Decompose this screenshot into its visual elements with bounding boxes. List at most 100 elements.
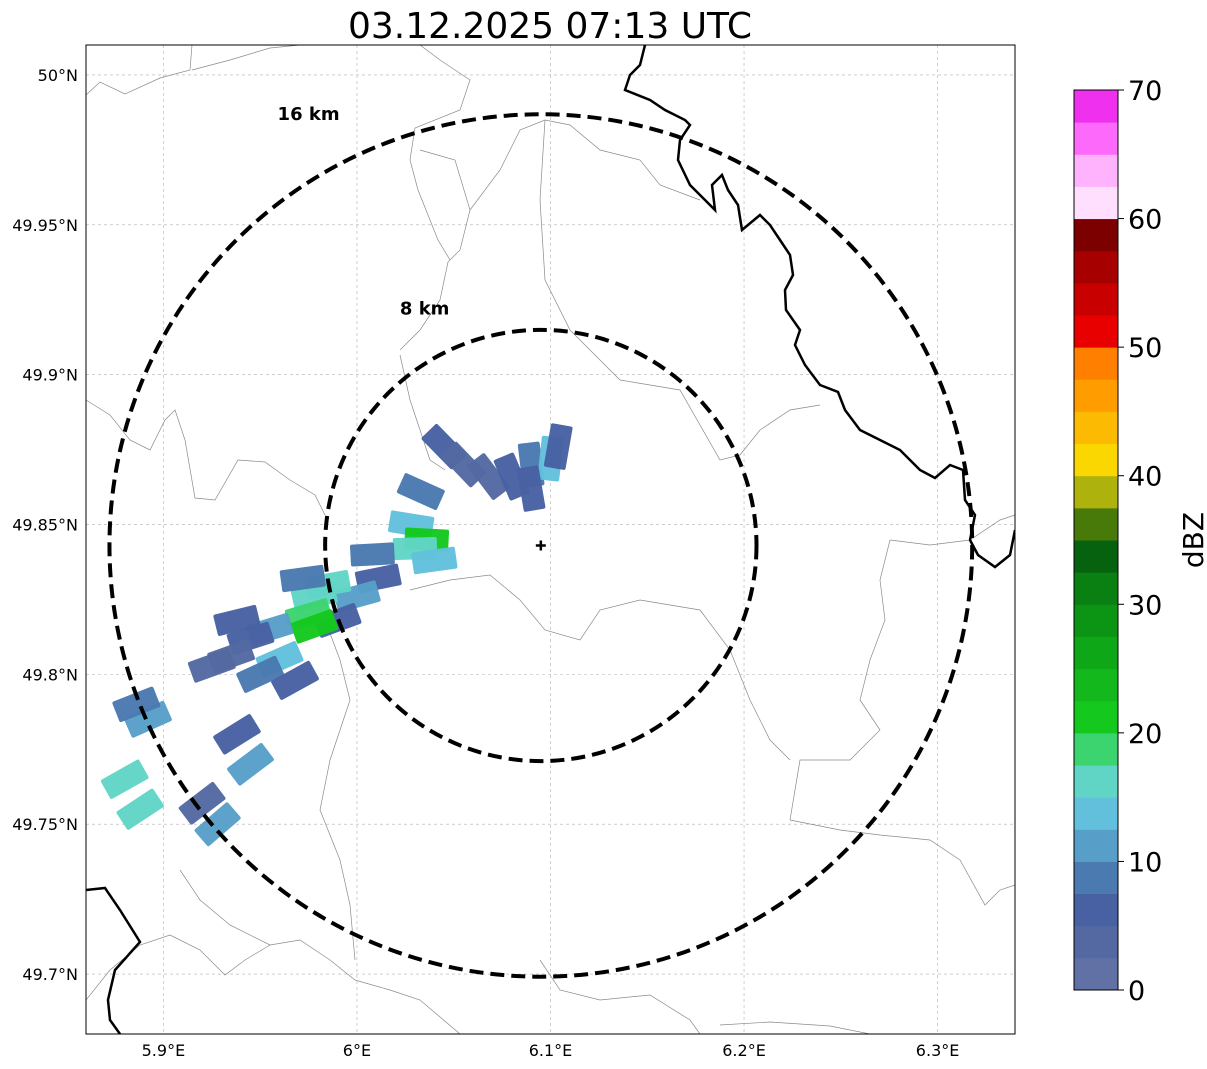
colorbar-tick-label: 70 (1128, 76, 1162, 107)
echo-cell (213, 714, 261, 755)
boundary-line (86, 45, 193, 96)
colorbar-segment (1074, 797, 1118, 830)
echo-cell (411, 546, 458, 575)
colorbar-segment (1074, 861, 1118, 895)
echo-cell (543, 423, 573, 470)
range-ring-label: 16 km (278, 104, 340, 125)
radar-echo (290, 609, 339, 644)
colorbar-segment (1074, 668, 1118, 702)
boundary-line (789, 539, 891, 821)
colorbar-segment (1074, 893, 1118, 927)
colorbar-segment (1074, 186, 1118, 220)
reflectivity-layer (100, 423, 573, 847)
map-frame (85, 44, 1016, 1035)
echo-cell (213, 604, 261, 636)
colorbar-tick-label: 0 (1128, 976, 1145, 1007)
colorbar-tick-label: 20 (1128, 719, 1162, 750)
boundary-line (86, 399, 326, 516)
country-border (623, 45, 1015, 569)
echo-cell (194, 802, 241, 847)
radar-echo (543, 423, 573, 470)
radar-echo (178, 781, 226, 825)
colorbar-segment (1074, 765, 1118, 798)
range-ring-label: 8 km (400, 299, 450, 320)
lon-tick-label: 6.2°E (722, 1041, 766, 1060)
boundary-line (409, 574, 751, 701)
colorbar-segment (1074, 957, 1118, 991)
echo-cell (112, 686, 161, 723)
boundary-line (739, 404, 821, 456)
radar-echo (396, 473, 445, 510)
colorbar-tick-label: 40 (1128, 462, 1162, 493)
municipal-boundaries (86, 45, 1015, 1034)
colorbar-segment (1074, 315, 1118, 348)
boundary-line (409, 45, 471, 261)
lon-tick-label: 6.3°E (916, 1041, 960, 1060)
radar-echo (116, 788, 164, 830)
boundary-line (539, 119, 741, 461)
boundary-line (719, 1021, 871, 1034)
colorbar-tick-label: 60 (1128, 205, 1162, 236)
colorbar-tick-label: 10 (1128, 847, 1162, 878)
map-panel: 8 km 16 km (85, 44, 1016, 1035)
gridlines (86, 45, 1015, 1034)
national-borders (86, 45, 1015, 1034)
radar-echo (467, 453, 510, 500)
colorbar-segment (1074, 282, 1118, 316)
boundary-line (539, 959, 701, 1034)
colorbar-segment (1074, 379, 1118, 412)
echo-cell (187, 648, 236, 683)
echo-cell (396, 473, 445, 510)
echo-cell (279, 564, 326, 593)
colorbar-segment (1074, 90, 1118, 123)
colorbar-frame (1073, 89, 1119, 991)
radar-echo (213, 604, 261, 636)
colorbar-ticks: 0 10 20 30 40 50 60 70 (1118, 76, 1162, 1007)
radar-echo (187, 648, 236, 683)
colorbar-segment (1074, 700, 1118, 734)
colorbar-unit-label: dBZ (1177, 512, 1207, 568)
radar-echo (227, 743, 274, 786)
colorbar-segment (1074, 347, 1118, 380)
echo-cell (290, 609, 339, 644)
echo-cell (467, 453, 510, 500)
colorbar-segments (1074, 90, 1118, 991)
lon-tick-label: 6°E (343, 1041, 371, 1060)
radar-echo (213, 714, 261, 755)
boundary-line (749, 699, 791, 761)
range-ring (107, 112, 975, 979)
colorbar-segment (1074, 443, 1118, 477)
lat-tick-label: 49.9°N (22, 366, 78, 385)
radar-echo (100, 759, 149, 799)
colorbar-segment (1074, 732, 1118, 766)
colorbar-segment (1074, 475, 1118, 509)
range-rings: 8 km 16 km (107, 104, 975, 979)
boundary-line (179, 869, 461, 1034)
latitude-tick-labels: 50°N 49.95°N 49.9°N 49.85°N 49.8°N 49.75°N 49.… (12, 66, 78, 984)
longitude-tick-labels: 5.9°E 6°E 6.1°E 6.2°E 6.3°E (142, 1041, 960, 1060)
colorbar-segment (1074, 925, 1118, 959)
boundary-line (789, 819, 1015, 906)
colorbar-tick-label: 50 (1128, 333, 1162, 364)
country-border (86, 886, 142, 1034)
figure-title: 03.12.2025 07:13 UTC (348, 6, 752, 47)
radar-echo (112, 686, 161, 723)
colorbar-tick-label: 30 (1128, 590, 1162, 621)
colorbar-segment (1074, 411, 1118, 445)
echo-cell (271, 660, 319, 700)
lat-tick-label: 49.8°N (22, 665, 78, 684)
lat-tick-label: 49.95°N (12, 216, 78, 235)
colorbar-segment (1074, 540, 1118, 573)
radar-echo (236, 655, 285, 693)
echo-cell (178, 781, 226, 825)
colorbar-segment (1074, 122, 1118, 155)
radar-echo (194, 802, 241, 847)
echo-cell (227, 743, 274, 786)
colorbar-segment (1074, 636, 1118, 670)
colorbar: 0 10 20 30 40 50 60 70 dBZ (1073, 76, 1207, 1007)
echo-cell (100, 759, 149, 799)
colorbar-segment (1074, 250, 1118, 284)
colorbar-segment (1074, 218, 1118, 252)
radar-echo (279, 564, 326, 593)
